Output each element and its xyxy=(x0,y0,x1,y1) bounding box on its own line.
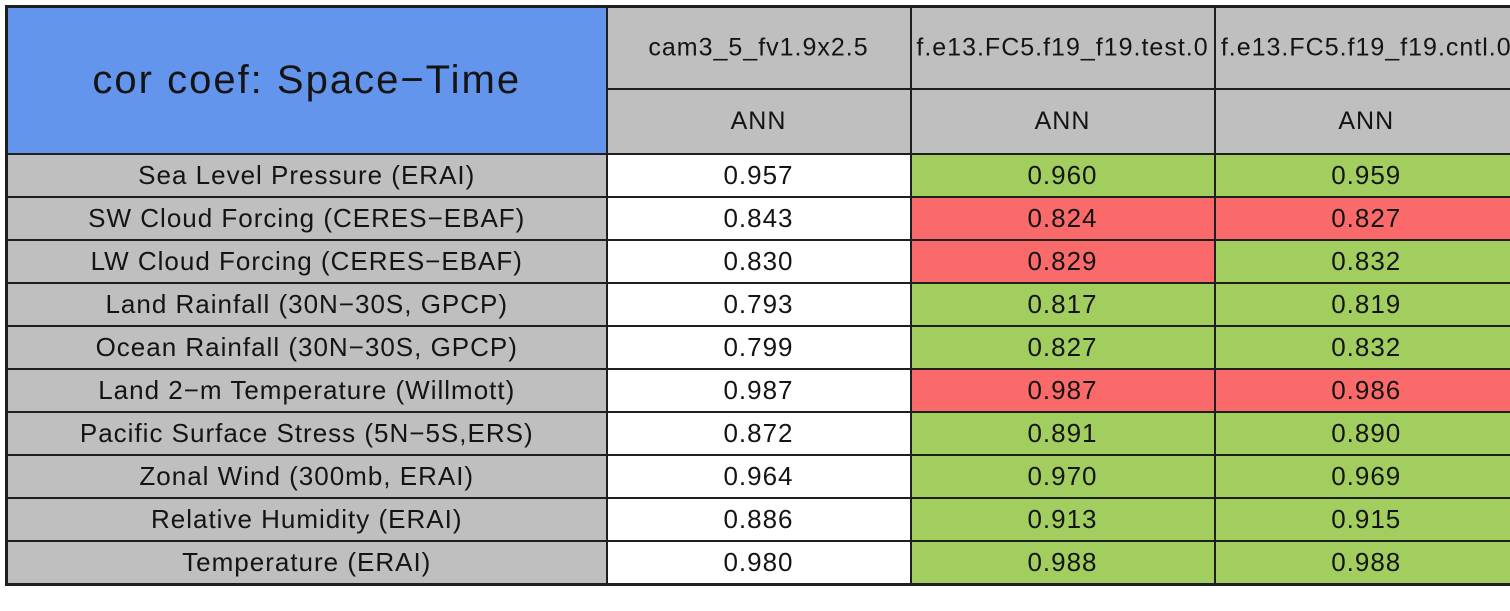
table-row: Sea Level Pressure (ERAI) 0.957 0.960 0.… xyxy=(5,153,1510,198)
table-row: Land 2−m Temperature (Willmott) 0.987 0.… xyxy=(5,368,1510,413)
cor-coef-table-wrapper: cor coef: Space−Time cam3_5_fv1.9x2.5 f.… xyxy=(5,5,1510,606)
value-cell: 0.832 xyxy=(1213,239,1510,284)
value-cell: 0.987 xyxy=(909,368,1216,413)
model-name-cntl: f.e13.FC5.f19_f19.cntl.0 xyxy=(1220,33,1510,62)
table-row: Land Rainfall (30N−30S, GPCP) 0.793 0.81… xyxy=(5,282,1510,327)
value-cell: 0.886 xyxy=(605,497,912,542)
value-cell: 0.819 xyxy=(1213,282,1510,327)
value-cell: 0.980 xyxy=(605,540,912,585)
model-name-test: f.e13.FC5.f19_f19.test.0 xyxy=(916,33,1209,62)
value-cell: 0.957 xyxy=(605,153,912,198)
season-header-col-3: ANN xyxy=(1213,88,1510,155)
metric-label: Pacific Surface Stress (5N−5S,ERS) xyxy=(5,411,608,456)
value-cell: 0.988 xyxy=(909,540,1216,585)
value-cell: 0.872 xyxy=(605,411,912,456)
value-cell: 0.832 xyxy=(1213,325,1510,370)
table-row: Relative Humidity (ERAI) 0.886 0.913 0.9… xyxy=(5,497,1510,542)
value-cell: 0.987 xyxy=(605,368,912,413)
table-row: Pacific Surface Stress (5N−5S,ERS) 0.872… xyxy=(5,411,1510,456)
table-row: SW Cloud Forcing (CERES−EBAF) 0.843 0.82… xyxy=(5,196,1510,241)
value-cell: 0.891 xyxy=(909,411,1216,456)
value-cell: 0.799 xyxy=(605,325,912,370)
value-cell: 0.960 xyxy=(909,153,1216,198)
metric-label: Land 2−m Temperature (Willmott) xyxy=(5,368,608,413)
value-cell: 0.988 xyxy=(1213,540,1510,585)
model-header-row: cor coef: Space−Time cam3_5_fv1.9x2.5 f.… xyxy=(5,5,1510,155)
value-cell: 0.827 xyxy=(909,325,1216,370)
value-cell: 0.969 xyxy=(1213,454,1510,499)
table-row: Zonal Wind (300mb, ERAI) 0.964 0.970 0.9… xyxy=(5,454,1510,499)
value-cell: 0.843 xyxy=(605,196,912,241)
metric-label: Relative Humidity (ERAI) xyxy=(5,497,608,542)
value-cell: 0.964 xyxy=(605,454,912,499)
value-cell: 0.830 xyxy=(605,239,912,284)
model-header-col-3: f.e13.FC5.f19_f19.cntl.0 xyxy=(1213,5,1510,90)
season-header-col-2: ANN xyxy=(909,88,1216,155)
metric-label: Temperature (ERAI) xyxy=(5,540,608,585)
value-cell: 0.829 xyxy=(909,239,1216,284)
metric-label: Zonal Wind (300mb, ERAI) xyxy=(5,454,608,499)
metric-label: Land Rainfall (30N−30S, GPCP) xyxy=(5,282,608,327)
model-name-obs: cam3_5_fv1.9x2.5 xyxy=(648,33,869,62)
model-header-col-2: f.e13.FC5.f19_f19.test.0 xyxy=(909,5,1216,90)
value-cell: 0.913 xyxy=(909,497,1216,542)
metric-label: Sea Level Pressure (ERAI) xyxy=(5,153,608,198)
value-cell: 0.817 xyxy=(909,282,1216,327)
value-cell: 0.970 xyxy=(909,454,1216,499)
value-cell: 0.986 xyxy=(1213,368,1510,413)
value-cell: 0.915 xyxy=(1213,497,1510,542)
value-cell: 0.824 xyxy=(909,196,1216,241)
season-header-row: ANN ANN ANN xyxy=(7,88,1510,155)
value-cell: 0.890 xyxy=(1213,411,1510,456)
table-row: Ocean Rainfall (30N−30S, GPCP) 0.799 0.8… xyxy=(5,325,1510,370)
metric-label: SW Cloud Forcing (CERES−EBAF) xyxy=(5,196,608,241)
table-row: LW Cloud Forcing (CERES−EBAF) 0.830 0.82… xyxy=(5,239,1510,284)
table-row: Temperature (ERAI) 0.980 0.988 0.988 xyxy=(5,540,1510,585)
model-header-col-1: cam3_5_fv1.9x2.5 xyxy=(605,5,912,90)
value-cell: 0.959 xyxy=(1213,153,1510,198)
metric-label: LW Cloud Forcing (CERES−EBAF) xyxy=(5,239,608,284)
cor-coef-table: cor coef: Space−Time cam3_5_fv1.9x2.5 f.… xyxy=(5,5,1510,586)
metric-label: Ocean Rainfall (30N−30S, GPCP) xyxy=(5,325,608,370)
value-cell: 0.827 xyxy=(1213,196,1510,241)
table-title: cor coef: Space−Time xyxy=(5,5,608,155)
season-header-col-1: ANN xyxy=(605,88,912,155)
value-cell: 0.793 xyxy=(605,282,912,327)
